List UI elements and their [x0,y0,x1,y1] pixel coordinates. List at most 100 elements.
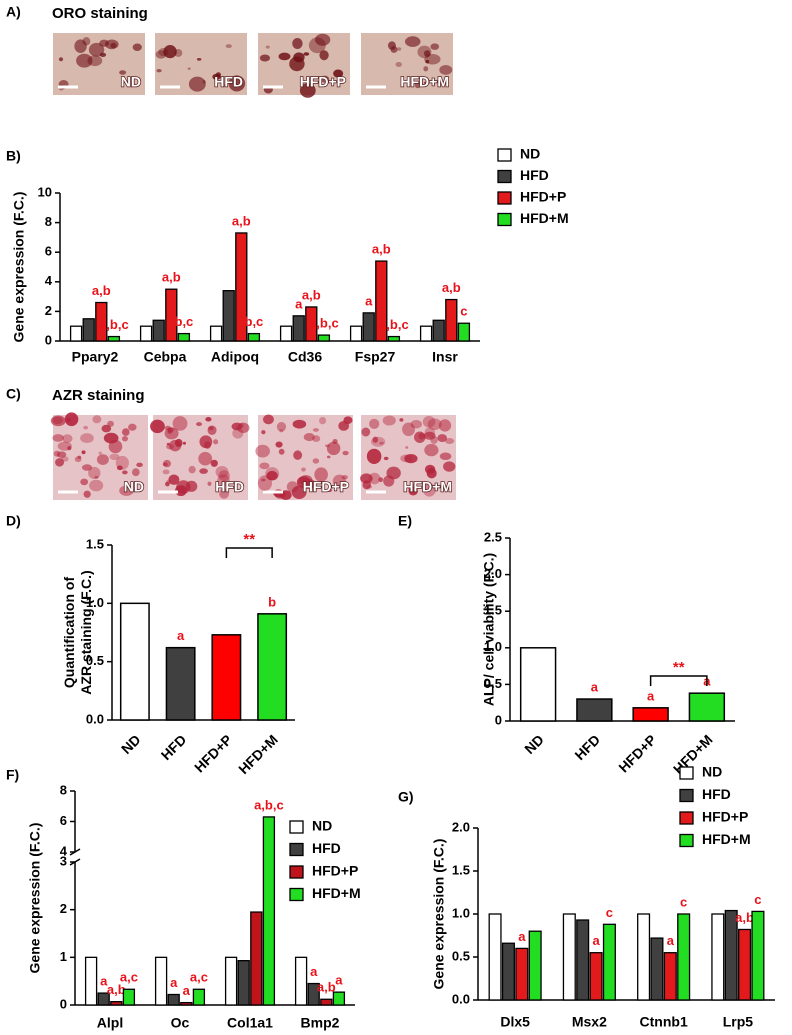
significance-label: a,b,c [99,317,129,332]
stain-blob [57,441,72,451]
bar [305,306,318,342]
panel-title: AZR staining [52,387,145,404]
stain-blob [215,72,221,78]
stain-blob [94,475,99,479]
stain-blob [175,485,187,497]
stain-blob [198,451,213,466]
stain-blob [119,485,134,496]
stain-blob [320,75,330,83]
bar [180,1001,193,1006]
stain-blob [410,420,422,429]
x-tick-label: Dlx5 [500,1014,530,1030]
stain-blob [292,38,303,49]
stain-blob [109,453,120,461]
stain-blob [62,434,73,443]
y-tick-label: 0 [45,332,52,347]
stain-blob [158,47,169,57]
stain-blob [208,426,214,431]
significance-label: a [647,688,655,703]
stain-blob [423,81,429,85]
stain-blob [188,465,196,474]
bar [375,260,388,342]
y-tick-label: 3 [60,853,67,868]
stain-blob [387,41,396,50]
y-axis-label: Gene expression (F.C.) [11,192,27,343]
bar [576,919,590,1001]
significance-label: a,b [442,280,461,295]
bar [84,956,98,1006]
legend-swatch [289,887,304,902]
stain-blob [58,57,64,62]
y-tick-label: 10 [38,184,52,199]
x-tick-label: HFD+M [235,731,281,777]
stain-blob [301,467,306,472]
x-tick-label: HFD [158,731,190,763]
bar [262,816,276,1006]
stain-blob [223,83,229,88]
y-axis-label: ALP/ cell viability (F.C.) [481,553,497,706]
stain-blob [88,42,105,57]
image-label: HFD [214,74,243,90]
stain-blob [422,416,436,428]
stain-blob [327,488,332,492]
stain-blob [405,446,409,449]
image-label: HFD+M [400,74,449,90]
significance-label: a [310,964,318,979]
legend-swatch [679,788,694,803]
stain-blob [218,470,230,482]
legend-swatch [497,148,512,162]
stain-blob [167,427,174,433]
significance-label: a,b [232,213,251,228]
stain-blob [399,418,404,422]
stain-blob [263,414,274,425]
stain-blob [292,419,307,429]
significance-label: b,c [245,314,264,329]
significance-label: a,b [162,270,181,285]
stain-blob [424,464,436,474]
legend-label: HFD+M [520,210,569,226]
y-tick-label: 4 [45,273,53,288]
stain-blob [166,479,172,485]
stain-blob [188,76,206,92]
stain-blob [279,429,284,433]
significance-label: a,b [317,980,336,995]
stain-blob [444,437,455,445]
bar [177,332,191,342]
stain-blob [379,441,384,445]
stain-blob [156,68,162,73]
x-tick-label: Ctnnb1 [640,1014,688,1030]
stain-blob [66,417,71,422]
stain-blob [53,450,61,457]
stain-blob [121,435,128,442]
stain-blob [255,444,270,458]
x-tick-label: Ppary2 [72,349,119,365]
stain-blob [88,466,101,480]
stain-blob [76,53,93,68]
stain-blob [150,419,165,434]
bar [119,602,150,721]
stain-blob [67,445,72,451]
stain-blob [293,450,303,460]
bracket-label: ** [243,531,255,548]
bar [576,698,613,722]
bar [209,325,223,342]
legend-swatch [289,842,304,857]
stain-blob [101,424,112,433]
stain-blob [162,469,170,475]
bar [69,325,83,342]
stain-blob [103,432,119,444]
y-tick-label: 0.0 [86,711,104,726]
bar [362,312,375,342]
legend-label: HFD+P [312,863,358,879]
stain-blob [132,468,140,477]
legend-swatch [497,169,512,184]
stain-blob [408,486,418,496]
stain-blob [98,451,102,455]
legend-label: ND [520,146,540,162]
significance-label: c [460,304,467,319]
stain-blob [136,462,143,468]
stain-blob [303,52,310,56]
bar [294,956,308,1006]
bar [738,928,752,1001]
bar [152,319,165,342]
